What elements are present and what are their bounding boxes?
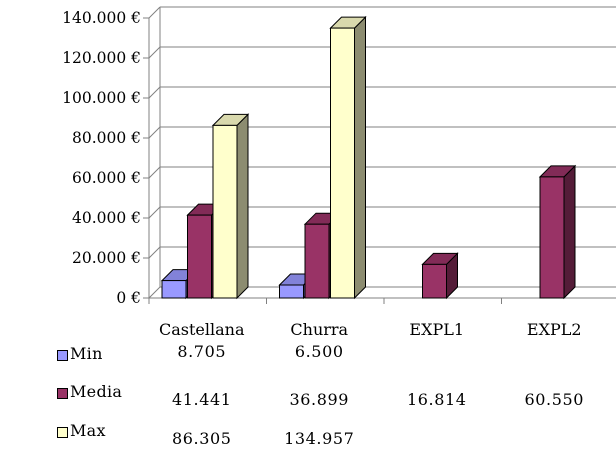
- gridline-diagonal: [148, 126, 161, 139]
- y-tick-label: 40.000 €: [72, 209, 141, 227]
- legend-key-media: [57, 388, 68, 399]
- y-tick-label: 120.000 €: [62, 49, 141, 67]
- y-tick-label: 80.000 €: [72, 129, 141, 147]
- bar-front: [279, 284, 304, 299]
- data-label: 60.550: [524, 390, 585, 409]
- table-row-media: Media 41.441 36.899 16.814 60.550: [0, 376, 616, 412]
- legend-label: Media: [70, 382, 123, 401]
- bar-front: [539, 176, 565, 299]
- bar-front: [187, 214, 212, 299]
- gridline-diagonal: [148, 286, 161, 299]
- bar-front: [212, 124, 238, 299]
- y-tick-label: 140.000 €: [62, 9, 141, 27]
- gridline-diagonal: [148, 246, 161, 259]
- table-row-min: Min 8.705 6.500: [0, 338, 616, 374]
- bar-side: [354, 15, 366, 300]
- data-label: 134.957: [284, 429, 355, 448]
- data-label: 6.500: [294, 342, 344, 361]
- data-label: 36.899: [289, 390, 350, 409]
- bar-front: [422, 263, 447, 299]
- gridline-diagonal: [148, 166, 161, 179]
- data-label: 41.441: [171, 390, 232, 409]
- x-category-label: Churra: [290, 320, 348, 339]
- bar-side: [236, 113, 249, 300]
- bar-front: [330, 27, 355, 299]
- y-tick-label: 20.000 €: [72, 249, 141, 267]
- x-category-label: Castellana: [159, 320, 245, 339]
- x-category-label: EXPL1: [409, 320, 464, 339]
- y-tick-label: 100.000 €: [62, 89, 141, 107]
- bar-max-castellana: [211, 113, 250, 300]
- data-label: 86.305: [171, 429, 232, 448]
- bar-side: [563, 164, 576, 300]
- x-category-label: EXPL2: [527, 320, 582, 339]
- bar-front: [304, 223, 330, 299]
- bar-media-expl1: [421, 252, 459, 300]
- gridline-diagonal: [148, 86, 161, 99]
- legend-key-max: [57, 427, 68, 438]
- legend-label: Min: [70, 344, 103, 363]
- y-tick-label: 60.000 €: [72, 169, 141, 187]
- bar-max-churra: [329, 15, 367, 300]
- legend-label: Max: [70, 421, 106, 440]
- bar-media-expl2: [538, 164, 577, 300]
- legend-key-min: [57, 350, 68, 361]
- gridline-diagonal: [148, 46, 161, 59]
- gridline-diagonal: [148, 6, 161, 19]
- bars: [160, 15, 577, 300]
- data-label: 16.814: [406, 390, 467, 409]
- bar-front: [161, 280, 187, 299]
- y-tick-label: 0 €: [116, 289, 141, 307]
- y-tick-labels: 0 € 20.000 € 40.000 € 60.000 € 80.000 € 100.0…: [62, 9, 141, 307]
- x-category-labels: Castellana Churra EXPL1 EXPL2: [159, 320, 582, 339]
- table-row-max: Max 86.305 134.957: [0, 415, 616, 451]
- gridline-diagonal: [148, 206, 161, 219]
- data-label: 8.705: [177, 342, 227, 361]
